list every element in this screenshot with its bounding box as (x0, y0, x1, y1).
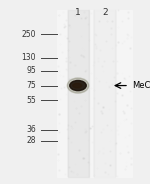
Text: MeCP2: MeCP2 (132, 81, 150, 90)
Text: 28: 28 (27, 136, 36, 145)
Text: 130: 130 (21, 54, 36, 62)
Text: 55: 55 (26, 96, 36, 105)
Bar (68, 10, 88, 177)
Ellipse shape (73, 83, 82, 88)
Text: 75: 75 (26, 81, 36, 90)
Text: 36: 36 (26, 125, 36, 134)
Text: 1: 1 (75, 8, 81, 17)
Ellipse shape (70, 80, 86, 91)
Bar (57, 10, 132, 177)
Text: 2: 2 (102, 8, 108, 17)
Text: 95: 95 (26, 66, 36, 75)
Text: 250: 250 (21, 30, 36, 38)
Bar (94, 10, 116, 177)
Ellipse shape (67, 78, 89, 93)
